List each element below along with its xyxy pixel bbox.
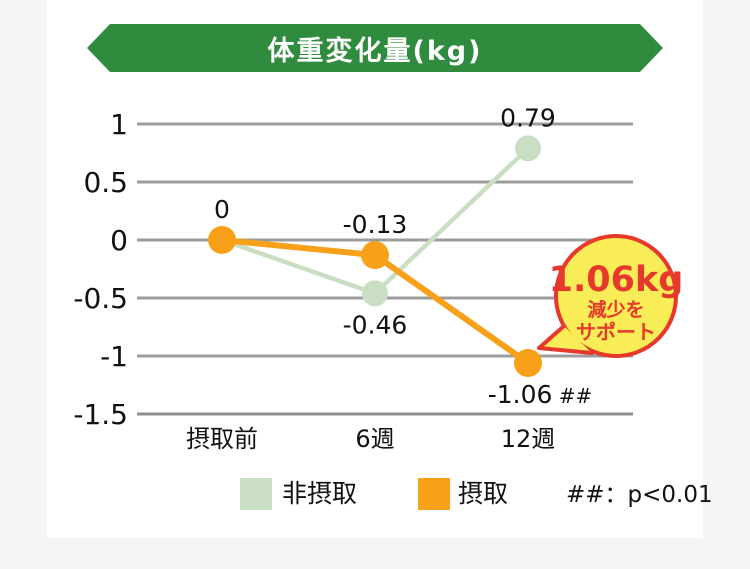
callout-bubble <box>554 234 678 358</box>
callout-line1: 1.06kg <box>549 260 684 300</box>
point-intake-2 <box>514 348 542 377</box>
y-tick-label: -1.5 <box>73 398 128 431</box>
chart-title-banner: 体重変化量(kg) <box>87 24 663 72</box>
y-tick-label: 1 <box>110 108 128 141</box>
value-label: -0.46 <box>343 310 408 339</box>
x-tick-label: 摂取前 <box>186 425 258 453</box>
y-tick-label: 0.5 <box>83 166 128 199</box>
callout-line3: サポート <box>576 320 656 344</box>
x-tick-label: 6週 <box>355 425 394 453</box>
y-tick-label: 0 <box>110 224 128 257</box>
value-label: -0.13 <box>343 210 408 239</box>
value-label: 0 <box>214 195 230 224</box>
value-label: 0.79 <box>500 103 556 132</box>
callout-line2: 減少を <box>587 298 644 321</box>
legend-label-intake: 摂取 <box>458 479 509 508</box>
point-non-intake-2 <box>515 135 541 162</box>
legend-label-non-intake: 非摂取 <box>282 479 358 508</box>
chart-title: 体重変化量(kg) <box>267 35 483 67</box>
y-tick-label: -0.5 <box>73 282 128 315</box>
callout-tail <box>537 324 594 355</box>
y-tick-label: -1 <box>100 340 128 373</box>
legend-swatch-non-intake <box>240 478 272 510</box>
significance-note: ##：p<0.01 <box>566 482 713 508</box>
legend-swatch-intake <box>418 478 450 510</box>
x-tick-label: 12週 <box>501 425 556 453</box>
legend: 非摂取 摂取 ##：p<0.01 <box>0 477 750 511</box>
point-intake-1 <box>361 241 389 270</box>
value-label: -1.06 ## <box>488 380 593 409</box>
point-intake-0 <box>208 226 236 254</box>
point-non-intake-1 <box>362 280 388 307</box>
